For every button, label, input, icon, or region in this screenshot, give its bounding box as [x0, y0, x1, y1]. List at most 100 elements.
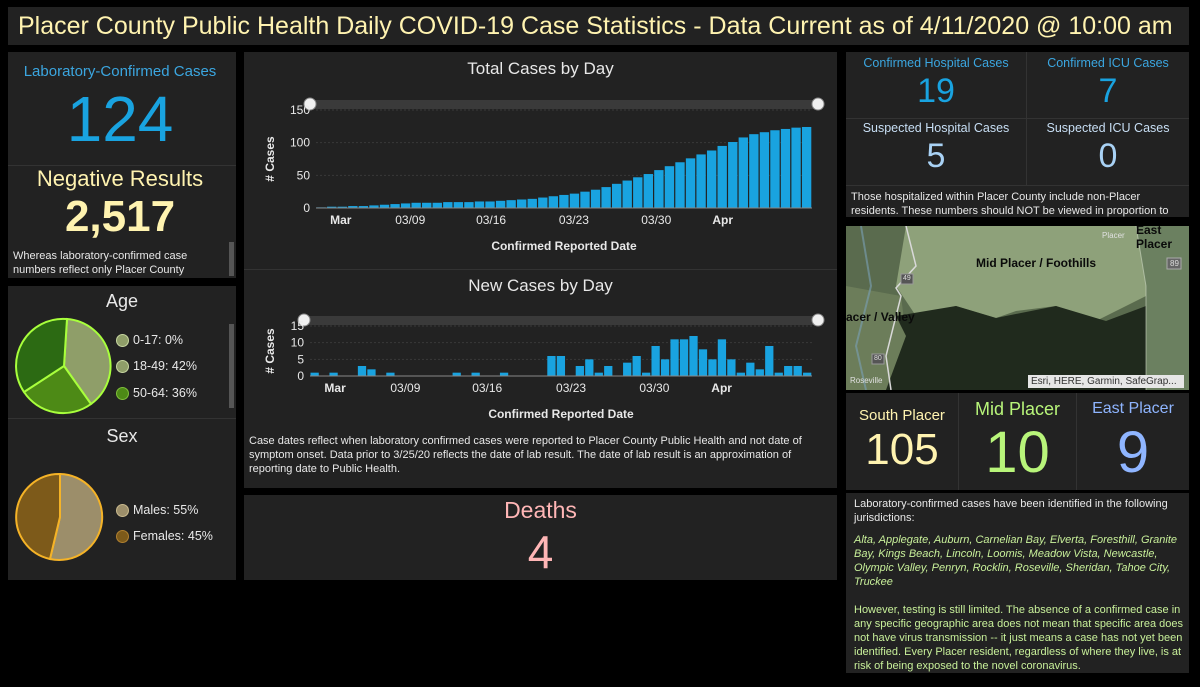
divider — [8, 418, 236, 419]
age-legend-0-17: 0-17: 0% — [116, 333, 183, 347]
bar — [559, 194, 569, 208]
range-slider-handle-end — [811, 313, 825, 327]
chart-note: Case dates reflect when laboratory confi… — [249, 435, 802, 475]
negative-results-value: 2,517 — [64, 192, 176, 241]
age-legend-label: 18-49: 42% — [133, 359, 197, 373]
y-tick-label: 15 — [291, 319, 305, 333]
bar — [679, 339, 689, 376]
bar — [604, 366, 613, 376]
jurisdictions-list: Alta, Applegate, Auburn, Carnelian Bay, … — [854, 534, 1178, 588]
bar — [594, 372, 603, 376]
legend-swatch — [116, 529, 129, 543]
bar — [708, 359, 717, 376]
divider — [8, 165, 236, 166]
suspected-icu-value: 0 — [1098, 137, 1118, 175]
bar — [601, 187, 611, 208]
bar — [495, 200, 506, 208]
y-tick-label: 10 — [291, 336, 305, 350]
bar — [517, 199, 527, 208]
x-tick-label: Mar — [324, 381, 346, 395]
negative-results-label: Negative Results — [36, 166, 204, 191]
region-map[interactable]: 49 89 80 Mid Placer / Foothills acer / V… — [846, 226, 1189, 390]
bar — [689, 336, 698, 376]
confirmed-icu-value: 7 — [1098, 72, 1118, 110]
sex-slice-males — [48, 472, 104, 561]
map-shield-80 — [871, 353, 885, 365]
mid-placer-region — [896, 226, 1146, 321]
bar — [728, 142, 738, 208]
bar — [499, 372, 509, 376]
bar — [749, 134, 759, 208]
new-chart-title: New Cases by Day — [468, 276, 613, 295]
lab-confirmed-label: Laboratory-Confirmed Cases — [23, 63, 217, 80]
bar — [590, 189, 601, 208]
bar — [780, 128, 791, 208]
bar — [654, 170, 664, 208]
map-label-east: East Placer — [1136, 226, 1173, 251]
bar — [622, 180, 632, 208]
bar — [651, 346, 660, 376]
bar — [547, 356, 556, 376]
bar — [738, 137, 748, 208]
x-tick-label: 03/16 — [472, 381, 502, 395]
bar — [348, 206, 358, 208]
sex-legend-females: Females: 45% — [116, 529, 213, 543]
bar — [580, 191, 590, 208]
bar — [632, 356, 641, 376]
map-label-roseville: Roseville — [850, 376, 883, 385]
map-label-placer: Placer — [1102, 231, 1125, 240]
suspected-hospital-value: 5 — [926, 137, 946, 175]
bar — [575, 366, 584, 376]
bar — [506, 200, 516, 208]
south-placer-label: South Placer — [859, 407, 945, 424]
divider — [846, 185, 1189, 186]
scrollbar[interactable] — [229, 242, 234, 276]
y-tick-label: 50 — [297, 168, 311, 182]
jurisdictions-panel: Laboratory-confirmed cases have been ide… — [846, 493, 1189, 673]
y-axis-title: # Cases — [263, 136, 277, 182]
bar — [527, 198, 537, 208]
bar — [698, 349, 708, 376]
x-tick-label: 03/09 — [390, 381, 420, 395]
bar — [569, 193, 580, 208]
charts-panel: Total Cases by Day 150 100 50 0 Mar 03/09 03/1… — [244, 52, 837, 488]
total-chart-title: Total Cases by Day — [467, 59, 614, 78]
hospital-note: Those hospitalized within Placer County … — [851, 191, 1169, 217]
map-shield-80-label: 80 — [874, 355, 882, 362]
age-title: Age — [105, 291, 139, 311]
bar — [660, 359, 670, 376]
legend-swatch — [116, 333, 129, 347]
east-placer-label: East Placer — [1092, 400, 1174, 417]
bar — [310, 372, 319, 376]
sex-pie-chart — [15, 472, 104, 561]
map-label-valley: acer / Valley — [846, 310, 915, 324]
bar — [379, 204, 390, 208]
x-tick-label: 03/09 — [395, 213, 425, 227]
map-shield-49 — [900, 273, 914, 285]
legend-swatch — [116, 386, 129, 400]
range-slider-track — [310, 100, 818, 109]
map-shield-49-label: 49 — [903, 275, 911, 282]
sex-legend-males: Males: 55% — [116, 503, 198, 517]
age-legend-50-64: 50-64: 36% — [116, 386, 197, 400]
lab-confirmed-value: 124 — [66, 83, 174, 155]
south-placer-value: 105 — [865, 425, 939, 474]
map-shield-89-label: 89 — [1170, 259, 1179, 268]
scrollbar[interactable] — [229, 324, 234, 408]
bar — [784, 366, 793, 376]
y-tick-label: 100 — [290, 136, 310, 150]
bar — [717, 145, 727, 208]
bar — [432, 202, 442, 208]
y-tick-label: 5 — [297, 352, 304, 366]
bar — [337, 206, 347, 208]
bar — [727, 359, 736, 376]
bar — [367, 369, 376, 376]
bar — [765, 346, 774, 376]
bar — [327, 206, 337, 208]
bar — [736, 372, 745, 376]
map-canvas[interactable] — [846, 226, 1189, 390]
sex-slice-females — [15, 472, 61, 561]
x-tick-label: 03/23 — [556, 381, 586, 395]
map-attribution[interactable]: Esri, HERE, Garmin, SafeGrap... — [1028, 375, 1184, 388]
x-tick-label: 03/23 — [559, 213, 589, 227]
